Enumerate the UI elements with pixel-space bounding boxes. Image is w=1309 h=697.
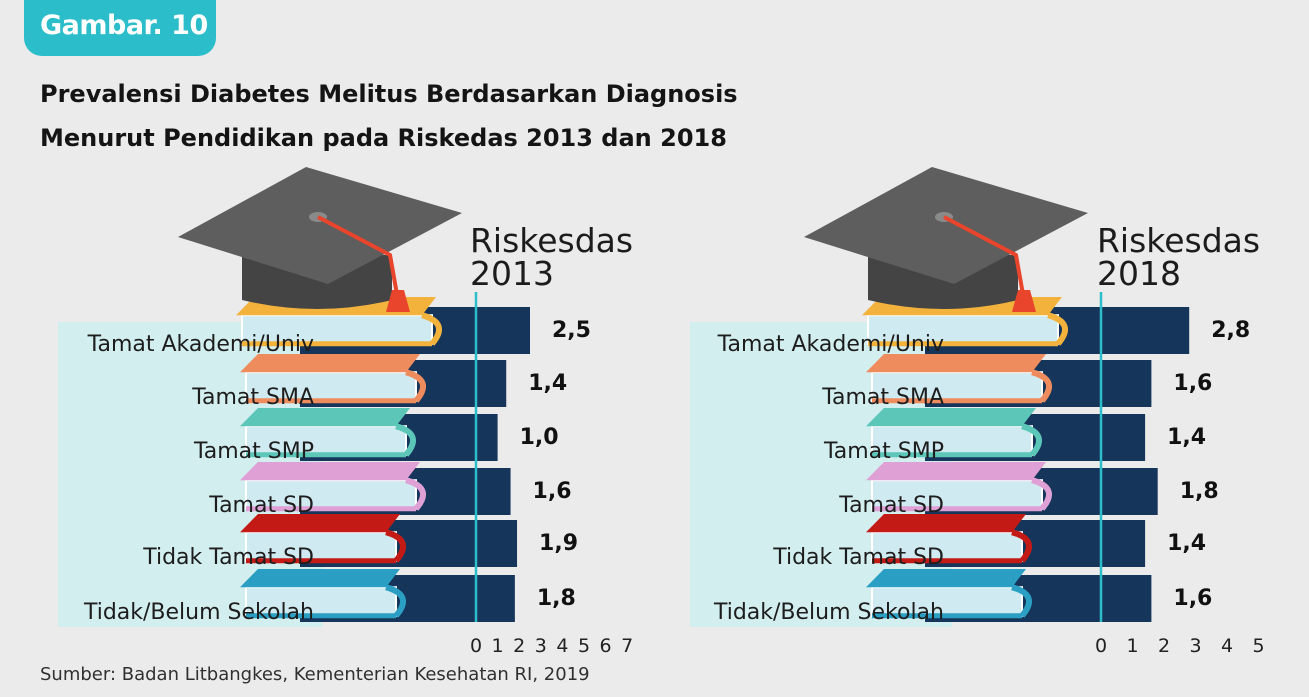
left-book-icon <box>240 462 427 512</box>
left-graduation-cap-icon <box>178 167 462 312</box>
right-value-label: 2,8 <box>1211 318 1250 343</box>
figure-badge: Gambar. 10 <box>24 0 216 56</box>
left-category-label: Tidak Tamat SD <box>142 545 314 570</box>
left-tick-label: 6 <box>600 635 612 657</box>
right-tick-label: 1 <box>1126 635 1138 657</box>
left-tick-label: 7 <box>621 635 633 657</box>
right-tick-label: 5 <box>1252 635 1264 657</box>
left-tick-label: 1 <box>492 635 504 657</box>
left-value-label: 2,5 <box>552 318 591 343</box>
right-value-label: 1,4 <box>1167 425 1206 450</box>
right-tick-label: 3 <box>1189 635 1201 657</box>
right-tick-label: 0 <box>1095 635 1107 657</box>
left-category-label: Tamat SMA <box>191 385 314 410</box>
left-tick-label: 0 <box>470 635 482 657</box>
left-title-line-2: 2013 <box>470 254 554 293</box>
left-tick-label: 2 <box>513 635 525 657</box>
right-graduation-cap-icon <box>804 167 1088 312</box>
right-tick-label: 4 <box>1221 635 1233 657</box>
left-value-label: 1,6 <box>533 479 572 504</box>
left-book-icon <box>240 408 417 458</box>
right-category-label: Tidak Tamat SD <box>772 545 944 570</box>
left-tick-label: 4 <box>556 635 568 657</box>
left-book-icon <box>240 569 407 619</box>
right-book-icon <box>866 408 1043 458</box>
left-category-label: Tidak/Belum Sekolah <box>83 600 314 625</box>
chart-title: Prevalensi Diabetes Melitus Berdasarkan … <box>40 72 840 160</box>
right-book-icon <box>866 514 1033 564</box>
right-book-icon <box>866 569 1033 619</box>
left-tick-label: 3 <box>535 635 547 657</box>
left-value-label: 1,0 <box>520 425 559 450</box>
right-value-label: 1,6 <box>1173 586 1212 611</box>
right-category-label: Tidak/Belum Sekolah <box>713 600 944 625</box>
left-category-label: Tamat SD <box>208 493 314 518</box>
source-note: Sumber: Badan Litbangkes, Kementerian Ke… <box>40 664 590 685</box>
right-category-label: Tamat SMP <box>823 439 944 464</box>
right-value-label: 1,6 <box>1173 371 1212 396</box>
left-title-line-1: Riskesdas <box>470 221 633 260</box>
left-category-label: Tamat SMP <box>193 439 314 464</box>
right-category-label: Tamat SD <box>838 493 944 518</box>
left-book-icon <box>240 354 427 404</box>
left-tick-label: 5 <box>578 635 590 657</box>
right-category-label: Tamat SMA <box>821 385 944 410</box>
right-book-icon <box>866 354 1053 404</box>
left-value-label: 1,8 <box>537 586 576 611</box>
right-title-line-2: 2018 <box>1097 254 1181 293</box>
left-value-label: 1,9 <box>539 531 578 556</box>
chart-title-line-1: Prevalensi Diabetes Melitus Berdasarkan … <box>40 80 738 108</box>
chart-title-line-2: Menurut Pendidikan pada Riskedas 2013 da… <box>40 124 727 152</box>
left-category-label: Tamat Akademi/Univ <box>87 332 314 357</box>
right-title-line-1: Riskesdas <box>1097 221 1260 260</box>
right-category-label: Tamat Akademi/Univ <box>717 332 944 357</box>
right-tick-label: 2 <box>1158 635 1170 657</box>
right-value-label: 1,4 <box>1167 531 1206 556</box>
figure-badge-label: Gambar. 10 <box>40 10 208 41</box>
left-value-label: 1,4 <box>528 371 567 396</box>
left-book-icon <box>240 514 407 564</box>
right-value-label: 1,8 <box>1180 479 1219 504</box>
right-book-icon <box>866 462 1053 512</box>
